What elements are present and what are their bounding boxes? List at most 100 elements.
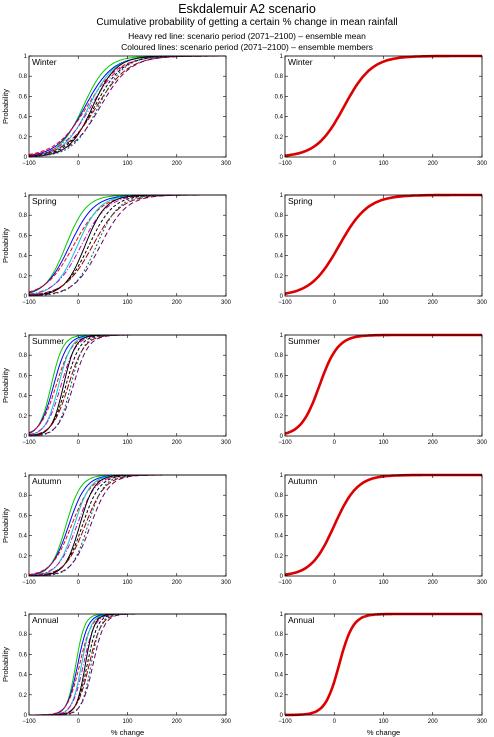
y-tick-label: 0.6 [19, 513, 28, 519]
panel-label: Summer [32, 336, 64, 346]
x-tick-label: 300 [221, 161, 232, 167]
x-tick-label: −100 [278, 161, 292, 167]
series-line [28, 55, 226, 157]
y-tick-label: 0.4 [19, 534, 28, 540]
x-tick-label: 100 [378, 161, 389, 167]
x-tick-label: −100 [22, 440, 36, 446]
figure-title: Eskdalemuir A2 scenario [178, 2, 316, 16]
y-tick-label: 0.6 [275, 94, 284, 100]
y-tick-label: 1 [280, 333, 284, 339]
y-tick-label: 0.6 [19, 94, 28, 100]
y-tick-label: 0.2 [275, 554, 284, 560]
panel-spring-members: 00.20.40.60.81−100 0 100 200 300SpringProbab… [1, 193, 232, 306]
series-line [28, 55, 226, 157]
x-tick-label: 0 [333, 300, 337, 306]
y-tick-label: 1 [280, 193, 284, 199]
x-tick-label: 200 [172, 719, 183, 725]
x-tick-label: 200 [428, 719, 439, 725]
x-tick-label: 100 [122, 440, 133, 446]
x-tick-label: 200 [428, 161, 439, 167]
series-line [29, 55, 226, 157]
series-line [28, 474, 226, 576]
y-tick-label: 0.2 [19, 554, 28, 560]
y-tick-label: 1 [24, 193, 28, 199]
x-tick-label: −100 [278, 580, 292, 586]
y-tick-label: 0.6 [19, 373, 28, 379]
y-tick-label: 0.4 [19, 394, 28, 400]
figure-subtitle: Cumulative probability of getting a cert… [96, 17, 398, 28]
x-tick-label: 200 [428, 440, 439, 446]
x-tick-label: 200 [428, 300, 439, 306]
series-line [28, 334, 226, 436]
series-line [28, 194, 226, 294]
y-tick-label: 1 [280, 473, 284, 479]
series-line [29, 613, 226, 716]
x-tick-label: 100 [378, 440, 389, 446]
y-tick-label: 0.2 [19, 693, 28, 699]
x-tick-label: 100 [122, 300, 133, 306]
series-line [28, 55, 226, 156]
y-tick-label: 0 [280, 713, 284, 719]
y-tick-label: 0.2 [19, 274, 28, 280]
y-tick-label: 0.8 [19, 353, 28, 359]
x-tick-label: 0 [77, 440, 81, 446]
panel-summer-members: 00.20.40.60.81−100 0 100 200 300SummerProbab… [1, 333, 232, 446]
series-line [284, 612, 482, 717]
plot-frame [284, 613, 483, 716]
panel-label: Autumn [288, 476, 318, 486]
y-tick-label: 0.6 [275, 513, 284, 519]
series-line [28, 194, 226, 293]
x-tick-label: 0 [77, 300, 81, 306]
x-tick-label: −100 [22, 300, 36, 306]
y-tick-label: 0.4 [19, 254, 28, 260]
panel-autumn-members: 00.20.40.60.81−100 0 100 200 300AutumnProbab… [1, 473, 232, 586]
series-line [28, 474, 226, 577]
y-tick-label: 0.8 [19, 632, 28, 638]
y-tick-label: 1 [24, 333, 28, 339]
legend-mean-line: Heavy red line: scenario period (2071–21… [128, 31, 366, 41]
series-line [28, 194, 226, 296]
x-tick-label: −100 [22, 161, 36, 167]
series-line [29, 613, 226, 716]
series-line [28, 55, 226, 157]
x-tick-label: −100 [22, 719, 36, 725]
y-tick-label: 0.8 [275, 632, 284, 638]
series-line [28, 474, 226, 576]
series-line [29, 613, 226, 716]
x-tick-label: 0 [77, 719, 81, 725]
series-line [29, 474, 226, 577]
x-axis-label: % change [111, 728, 144, 737]
x-tick-label: 300 [477, 300, 488, 306]
series-line [284, 473, 482, 576]
x-tick-label: −100 [278, 300, 292, 306]
series-line [29, 613, 226, 716]
panel-annual-members: 00.20.40.60.81−100 0 100 200 300AnnualProbab… [1, 612, 232, 737]
y-tick-label: 0.4 [275, 115, 284, 121]
x-tick-label: 200 [172, 440, 183, 446]
plot-frame [28, 613, 227, 716]
x-tick-label: 0 [333, 719, 337, 725]
series-line [28, 194, 226, 297]
plot-frame [284, 55, 483, 158]
x-tick-label: 100 [378, 580, 389, 586]
panel-label: Spring [32, 196, 57, 206]
y-tick-label: 1 [280, 54, 284, 60]
x-tick-label: 300 [221, 580, 232, 586]
y-axis-label: Probability [1, 508, 10, 543]
y-tick-label: 0.6 [19, 233, 28, 239]
x-axis-label: % change [367, 728, 400, 737]
series-line [29, 55, 226, 157]
plot-frame [284, 334, 483, 437]
x-tick-label: 100 [122, 719, 133, 725]
y-tick-label: 0.4 [19, 115, 28, 121]
x-tick-label: 300 [477, 580, 488, 586]
panel-label: Winter [32, 57, 57, 67]
x-tick-label: 200 [172, 580, 183, 586]
x-tick-label: 100 [122, 580, 133, 586]
plot-frame [28, 474, 227, 577]
